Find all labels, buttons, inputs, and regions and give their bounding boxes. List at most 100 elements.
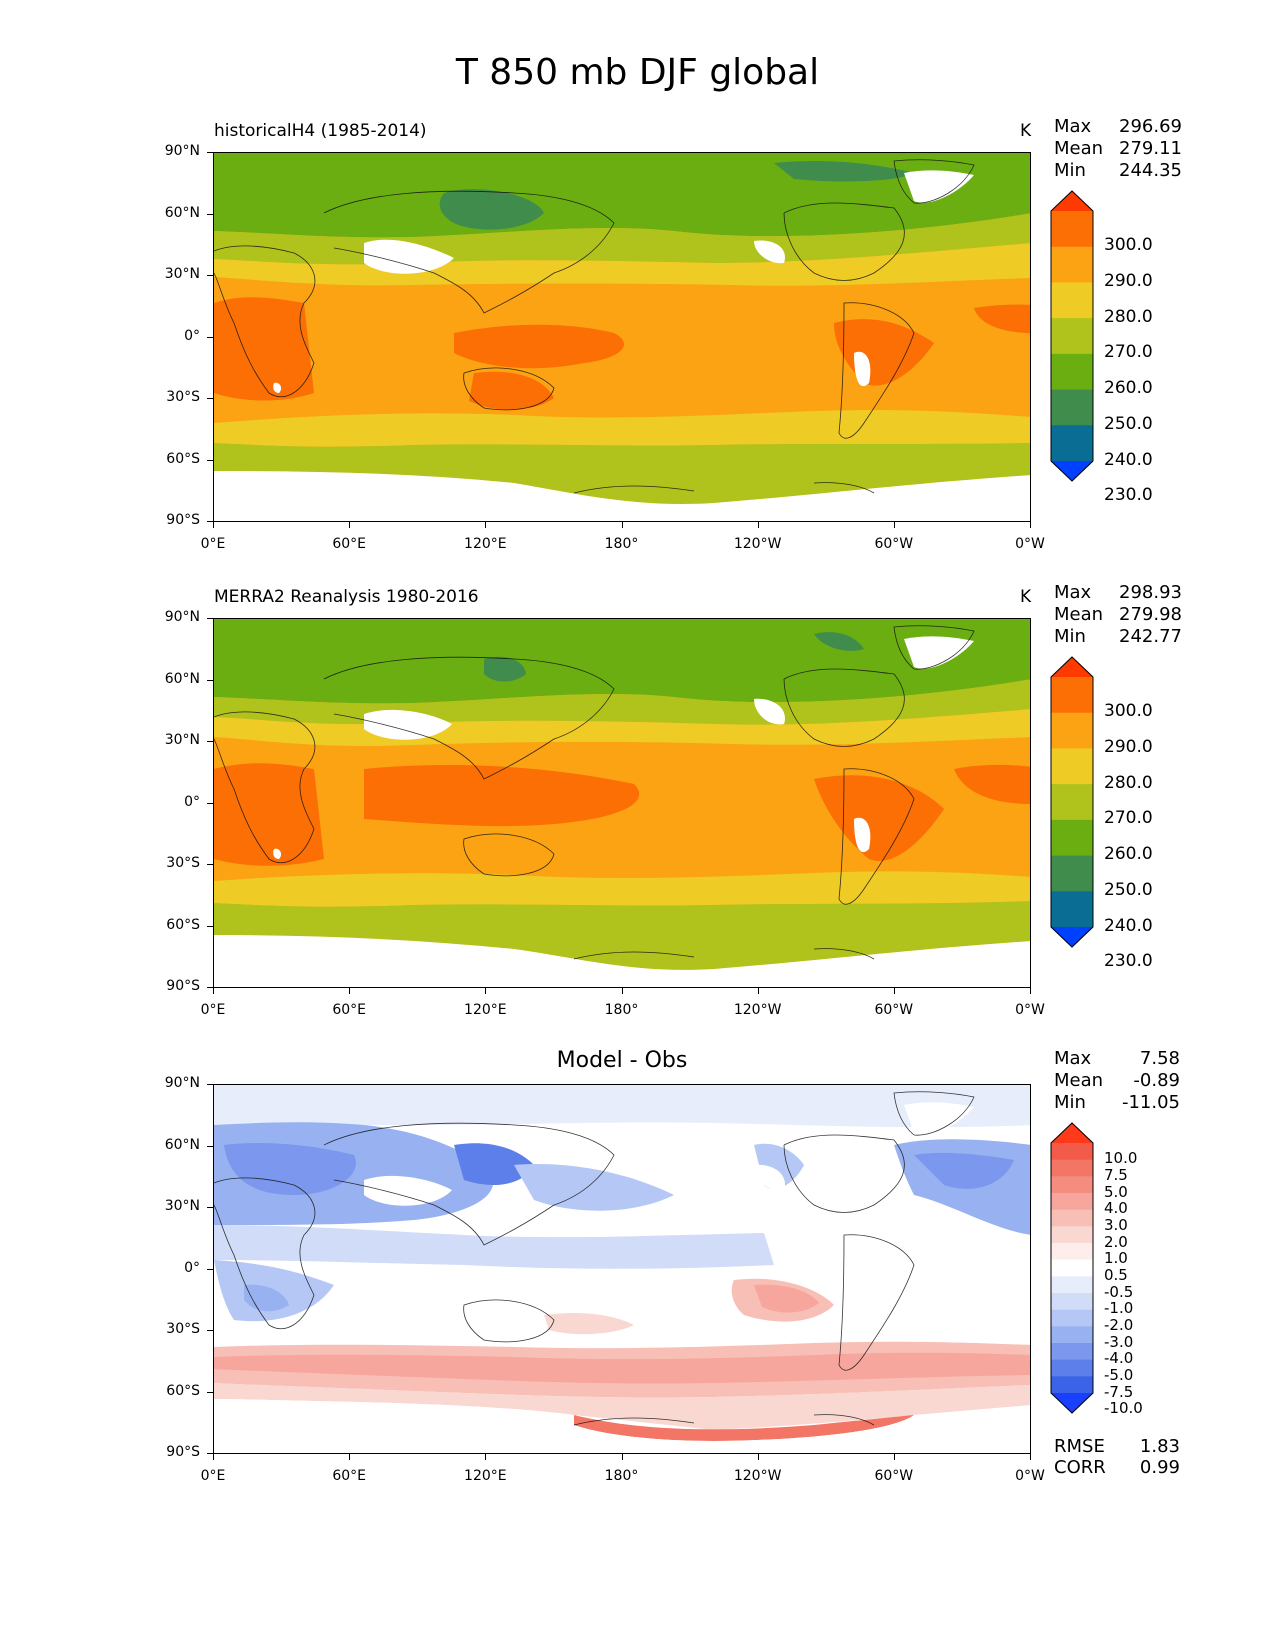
lat-tick-label: 30°S — [166, 1321, 200, 1337]
panel-title: historicalH4 (1985-2014) — [214, 121, 427, 141]
lon-tick-mark — [621, 522, 623, 528]
colorbar-bin — [1051, 1359, 1093, 1377]
colorbar-bin — [1051, 1343, 1093, 1361]
lat-tick-label: 30°S — [166, 855, 200, 871]
lon-tick-mark — [621, 1454, 623, 1460]
lat-tick-label: 90°N — [164, 609, 200, 625]
lon-tick-mark — [349, 988, 351, 994]
panel-observations: MERRA2 Reanalysis 1980-2016 K Max 298.93 … — [0, 466, 1275, 1018]
colorbar-outline — [1050, 656, 1094, 948]
lon-tick-mark — [485, 1454, 487, 1460]
lat-tick-mark — [207, 521, 213, 522]
colorbar-bin — [1051, 677, 1093, 714]
colorbar-tick-label: 290.0 — [1104, 736, 1153, 757]
colorbar-extend-max — [1051, 1123, 1093, 1143]
lon-tick-label: 120°W — [733, 1468, 782, 1484]
colorbar-tick-label: -4.0 — [1104, 1349, 1134, 1368]
lat-tick-mark — [207, 275, 213, 276]
colorbar-bin — [1051, 389, 1093, 426]
lon-tick-label: 180° — [604, 1002, 639, 1018]
lon-tick-mark — [757, 988, 759, 994]
lat-tick-mark — [207, 152, 213, 153]
colorbar-tick-label: -7.5 — [1104, 1382, 1134, 1401]
lat-tick-mark — [207, 864, 213, 865]
colorbar-tick-label: -1.0 — [1104, 1299, 1134, 1318]
lat-tick-label: 60°N — [164, 1136, 200, 1153]
colorbar-tick-label: 250.0 — [1104, 413, 1153, 434]
colorbar-tick-label: 230.0 — [1104, 485, 1153, 506]
stats-box: Max 296.69 Mean 279.11 Min 244.35 — [1054, 116, 1182, 182]
colorbar-tick-label: 5.0 — [1104, 1182, 1128, 1201]
lat-tick-label: 0° — [184, 1259, 200, 1276]
lat-tick-mark — [207, 925, 213, 927]
lat-tick-label: 0° — [184, 793, 200, 810]
stat-max-label: Max — [1054, 116, 1092, 137]
colorbar — [1050, 190, 1094, 482]
lon-tick-label: 180° — [604, 536, 639, 552]
colorbar-bin — [1051, 891, 1093, 928]
stat-min-value: -11.05 — [1121, 1092, 1180, 1113]
lat-tick-mark — [207, 398, 213, 399]
lon-tick-label: 60°W — [874, 1468, 914, 1484]
colorbar-bin — [1051, 1309, 1093, 1327]
lat-tick-mark — [207, 802, 213, 804]
colorbar-bin — [1051, 1276, 1093, 1294]
colorbar-bin — [1051, 1209, 1093, 1227]
panel-title: MERRA2 Reanalysis 1980-2016 — [214, 587, 479, 607]
colorbar-tick-label: 4.0 — [1104, 1199, 1128, 1218]
colorbar-tick-label: 1.0 — [1104, 1249, 1128, 1268]
stat-min-label: Min — [1054, 160, 1086, 181]
stats-box: Max 7.58 Mean -0.89 Min -11.05 — [1054, 1048, 1180, 1114]
colorbar-bin — [1051, 1293, 1093, 1311]
lon-tick-mark — [621, 988, 623, 994]
lat-tick-mark — [207, 987, 213, 988]
colorbar-tick-label: 280.0 — [1104, 772, 1153, 793]
colorbar-bin — [1051, 1243, 1093, 1261]
lon-tick-label: 0°W — [1015, 1468, 1045, 1484]
lon-tick-mark — [213, 522, 214, 528]
lat-tick-mark — [207, 1391, 213, 1393]
colorbar-bin — [1051, 318, 1093, 355]
colorbar-tick-label: 3.0 — [1104, 1215, 1128, 1234]
lat-tick-label: 90°N — [164, 1075, 200, 1091]
colorbar-tick-label: -2.0 — [1104, 1315, 1134, 1334]
lon-tick-label: 120°W — [733, 536, 782, 552]
units-label: K — [1020, 121, 1032, 141]
lat-tick-label: 0° — [184, 327, 200, 344]
panel-title: Model - Obs — [556, 1048, 688, 1073]
lon-tick-mark — [757, 522, 759, 528]
colorbar-bin — [1051, 712, 1093, 749]
lon-tick-label: 0°E — [200, 536, 226, 552]
colorbar-bin — [1051, 425, 1093, 462]
lon-tick-label: 60°E — [332, 1468, 366, 1484]
lon-tick-label: 0°E — [200, 1002, 226, 1018]
lat-tick-label: 30°N — [164, 732, 200, 748]
lon-tick-mark — [485, 988, 487, 994]
stat-max-value: 298.93 — [1119, 582, 1182, 603]
colorbar-extend-min — [1051, 461, 1093, 481]
lon-tick-mark — [349, 522, 351, 528]
stat-mean-value: 279.98 — [1119, 604, 1182, 625]
lon-tick-label: 120°E — [464, 1002, 507, 1018]
colorbar-bin — [1051, 282, 1093, 319]
colorbar-tick-label: 10.0 — [1104, 1149, 1138, 1168]
lat-tick-mark — [207, 1084, 213, 1085]
lon-tick-mark — [213, 988, 214, 994]
colorbar-tick-label: 280.0 — [1104, 306, 1153, 327]
colorbar-bin — [1051, 1376, 1093, 1394]
lon-tick-mark — [213, 1454, 214, 1460]
lon-tick-mark — [893, 988, 895, 994]
colorbar — [1050, 1122, 1094, 1414]
colorbar — [1050, 656, 1094, 948]
lat-tick-label: 60°N — [164, 670, 200, 687]
stat-max-label: Max — [1054, 1048, 1092, 1069]
lon-tick-mark — [893, 1454, 895, 1460]
colorbar-extend-min — [1051, 927, 1093, 947]
colorbar-tick-label: -10.0 — [1104, 1399, 1143, 1418]
lon-tick-mark — [1030, 522, 1031, 528]
lon-tick-mark — [1030, 988, 1031, 994]
colorbar-bin — [1051, 1159, 1093, 1177]
colorbar-extend-min — [1051, 1393, 1093, 1413]
lon-tick-mark — [349, 1454, 351, 1460]
colorbar-tick-label: 270.0 — [1104, 808, 1153, 829]
